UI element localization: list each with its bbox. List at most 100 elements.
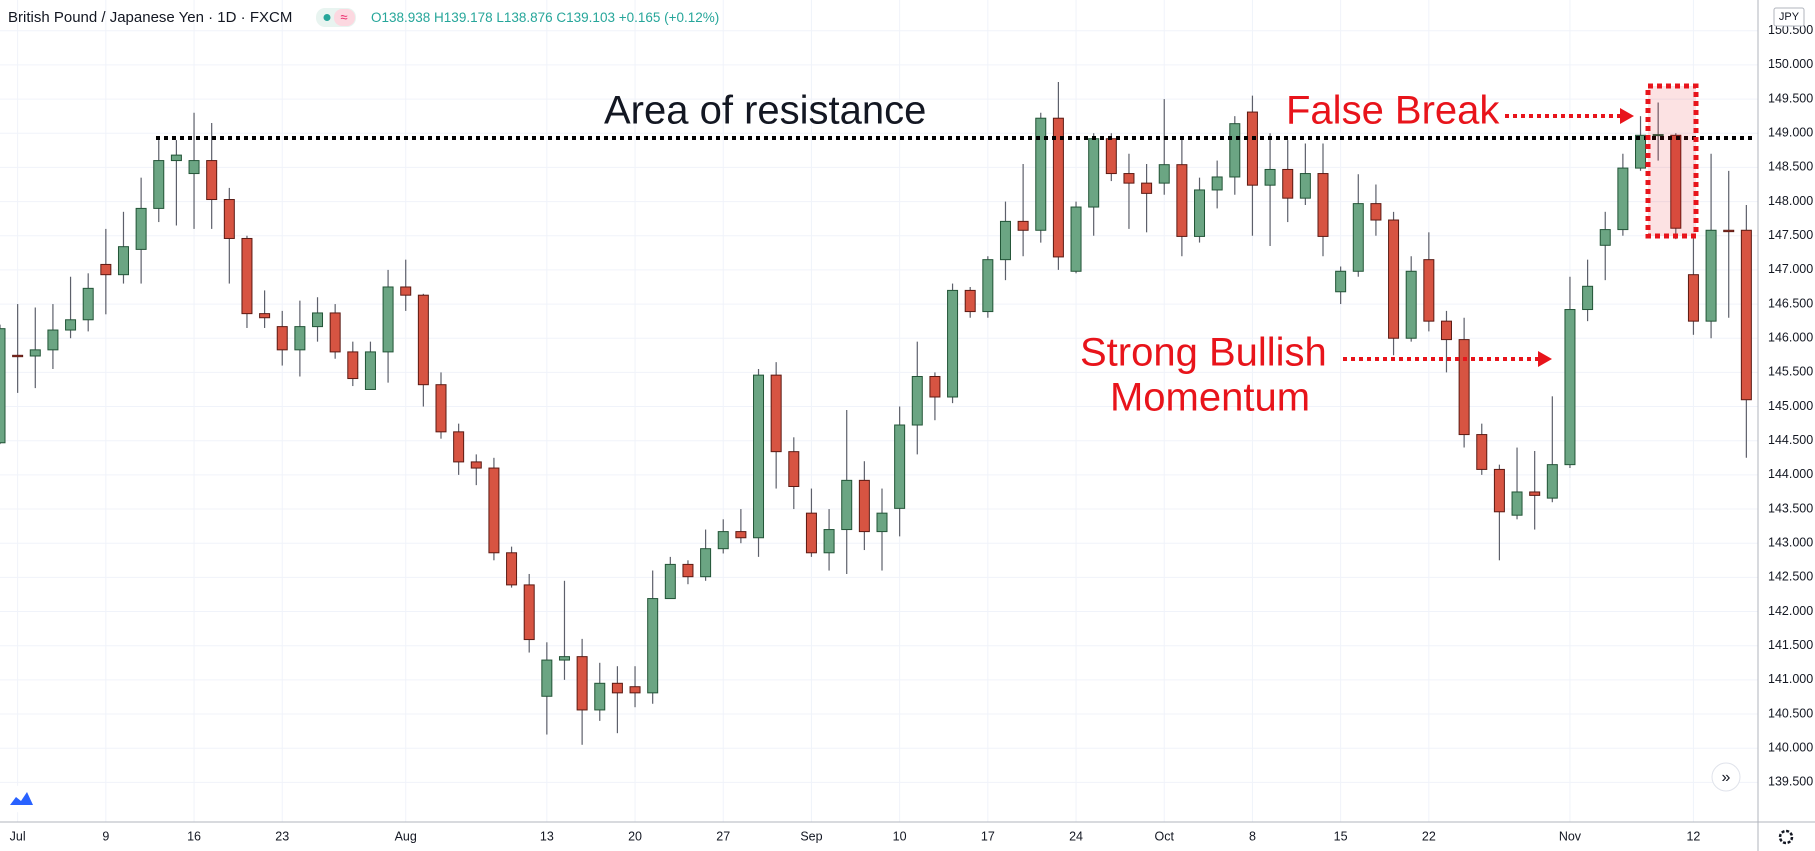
- candle-body: [1317, 173, 1329, 237]
- x-tick-label: Oct: [1155, 829, 1175, 843]
- candle-body: [823, 529, 835, 554]
- candle-body: [364, 351, 376, 390]
- x-tick-label: 24: [1069, 829, 1083, 843]
- x-tick-label: Jul: [10, 829, 26, 843]
- x-tick-label: 8: [1249, 829, 1256, 843]
- candle-body: [417, 294, 429, 386]
- status-dot: [323, 14, 331, 21]
- candle-body: [1052, 117, 1064, 258]
- candle-body: [947, 289, 959, 398]
- candle-body: [1670, 134, 1682, 229]
- candle-body: [188, 160, 200, 175]
- candle-body: [100, 263, 112, 276]
- candle-body: [576, 656, 588, 711]
- candle-body: [1740, 229, 1752, 401]
- candle-body: [858, 479, 870, 533]
- candle-body: [347, 351, 359, 380]
- candle-body: [1582, 285, 1594, 311]
- candle-body: [1458, 339, 1470, 436]
- price-axis: [1758, 0, 1815, 851]
- candle-body: [65, 319, 77, 331]
- candle-body: [982, 259, 994, 313]
- ohlc-change: +0.165 (+0.12%): [619, 10, 720, 25]
- candle-body: [1141, 182, 1153, 194]
- axes: 139.500 140.000 140.500 141.000 141.500 142.0…: [10, 23, 1814, 843]
- settings-icon[interactable]: [1778, 829, 1794, 845]
- candle-body: [488, 467, 500, 554]
- arrow-head: [1538, 351, 1552, 367]
- candle-body: [170, 154, 182, 162]
- x-tick-label: 13: [540, 829, 554, 843]
- candle-body: [964, 289, 976, 313]
- arrow-head: [1620, 108, 1634, 124]
- candle-body: [841, 479, 853, 531]
- logo-bg: [8, 785, 36, 813]
- scroll-icon[interactable]: »: [1722, 769, 1731, 786]
- candle-body: [1264, 168, 1276, 186]
- annotation: Area of resistance: [604, 89, 926, 133]
- y-tick-label: 149.000: [1768, 126, 1813, 140]
- candle-body: [453, 431, 465, 463]
- candle-body: [135, 207, 147, 250]
- y-tick-label: 145.000: [1768, 399, 1813, 413]
- candle-body: [312, 312, 324, 328]
- candle-body: [1423, 259, 1435, 322]
- x-tick-label: 23: [275, 829, 289, 843]
- x-tick-label: 17: [981, 829, 995, 843]
- candle-body: [682, 563, 694, 578]
- candle-body: [1105, 138, 1117, 175]
- candle-body: [735, 531, 747, 539]
- y-tick-label: 147.500: [1768, 228, 1813, 242]
- y-tick-label: 143.000: [1768, 536, 1813, 550]
- y-tick-label: 147.000: [1768, 262, 1813, 276]
- y-tick-label: 150.500: [1768, 23, 1813, 37]
- candle-body: [470, 461, 482, 469]
- x-tick-label: 22: [1422, 829, 1436, 843]
- candle-body: [1176, 164, 1188, 237]
- candle-body: [329, 312, 341, 353]
- candle-body: [929, 375, 941, 398]
- candle-body: [1123, 173, 1135, 184]
- y-tick-label: 144.500: [1768, 433, 1813, 447]
- candle-body: [876, 512, 888, 533]
- candle-body: [717, 531, 729, 550]
- candle-body: [664, 563, 676, 600]
- candle-body: [1282, 168, 1294, 199]
- status-pill: [334, 9, 355, 26]
- status-icon: ≈: [340, 9, 347, 24]
- candle-body: [594, 682, 606, 711]
- candle-body: [805, 512, 817, 554]
- candle-body: [1440, 320, 1452, 341]
- currency: JPY: [1779, 11, 1800, 23]
- candle-body: [1194, 189, 1206, 237]
- candle-body: [1158, 164, 1170, 184]
- candle-body: [1599, 229, 1611, 246]
- candle-body: [611, 682, 623, 694]
- y-tick-label: 149.500: [1768, 91, 1813, 105]
- scroll-button[interactable]: [1711, 762, 1741, 792]
- candle-body: [1652, 134, 1664, 137]
- annotation: Momentum: [1110, 376, 1310, 420]
- y-tick-label: 144.000: [1768, 467, 1813, 481]
- candle-body: [1476, 434, 1488, 470]
- candle-body: [911, 375, 923, 426]
- y-tick-label: 146.000: [1768, 331, 1813, 345]
- candle-body: [223, 199, 235, 239]
- candle-body: [541, 659, 553, 697]
- x-tick-label: 16: [187, 829, 201, 843]
- candle-body: [1617, 167, 1629, 231]
- false-break-box: [1645, 83, 1699, 239]
- y-tick-label: 142.500: [1768, 570, 1813, 584]
- candle-body: [82, 287, 94, 321]
- candle-body: [1246, 111, 1258, 186]
- candle-body: [47, 329, 59, 351]
- symbol-title: British Pound / Japanese Yen · 1D · FXCM: [8, 9, 292, 26]
- ohlc-values: O138.938 H139.178 L138.876 C139.103: [371, 10, 615, 25]
- candle-body: [1388, 219, 1400, 339]
- candle-body: [276, 326, 288, 351]
- currency-box: [1773, 7, 1805, 27]
- candle-body: [12, 354, 24, 358]
- x-tick-label: 15: [1334, 829, 1348, 843]
- candle-body: [1017, 220, 1029, 231]
